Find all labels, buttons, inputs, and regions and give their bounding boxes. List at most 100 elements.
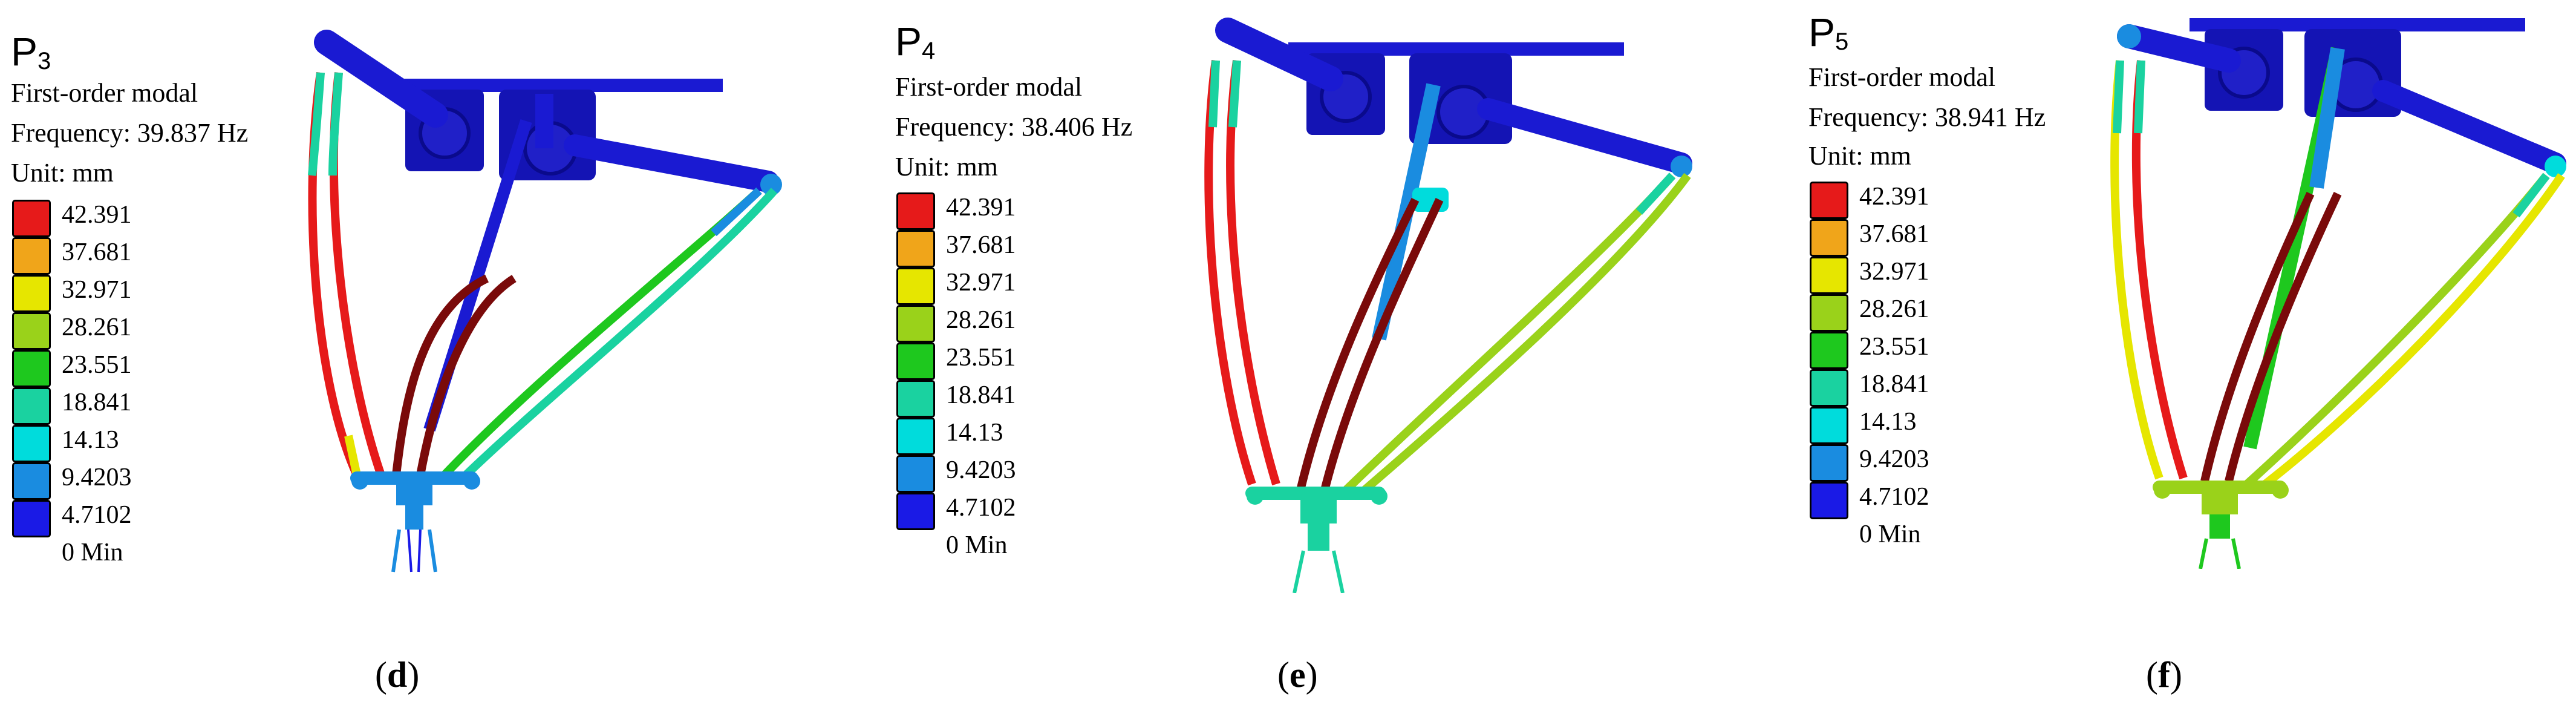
legend-value: 37.681 (946, 231, 1016, 259)
legend-value: 14.13 (946, 419, 1003, 447)
legend-value: 4.7102 (62, 501, 132, 529)
unit-label: Unit: mm (895, 152, 998, 182)
legend-swatch (12, 500, 51, 537)
mode-label: First-order modal (11, 78, 198, 108)
legend-row: 18.841 (12, 387, 254, 425)
panel-title: P3 (11, 31, 51, 81)
title-subscript: 5 (1835, 28, 1849, 55)
legend-value: 28.261 (1859, 295, 1929, 323)
legend-value: 28.261 (946, 306, 1016, 334)
legend-value: 42.391 (1859, 183, 1929, 211)
legend-swatch (12, 387, 51, 425)
legend-value: 9.4203 (62, 464, 132, 491)
legend-row: 14.13 (12, 425, 254, 462)
legend-value: 4.7102 (946, 494, 1016, 522)
legend-swatch (896, 230, 935, 267)
legend-row: 18.841 (896, 380, 1138, 418)
legend-row: 9.4203 (896, 455, 1138, 493)
panel-caption: (d) (375, 655, 420, 695)
legend-value: 37.681 (1859, 220, 1929, 248)
legend-swatch (896, 267, 935, 305)
title-subscript: 3 (37, 48, 51, 74)
legend-swatch (1810, 257, 1848, 294)
panel-caption: (e) (1277, 655, 1318, 695)
unit-label: Unit: mm (11, 158, 114, 188)
legend-value: 23.551 (1859, 333, 1929, 361)
legend-value: 9.4203 (946, 456, 1016, 484)
legend-row: 37.681 (12, 237, 254, 275)
legend-row: 4.7102 (12, 500, 254, 537)
legend-row: 28.261 (1810, 294, 2052, 332)
legend-row: 9.4203 (1810, 444, 2052, 482)
robot-mode-shape-image (308, 30, 782, 573)
legend-swatch (12, 275, 51, 312)
legend-swatch (896, 493, 935, 530)
legend-swatch (896, 380, 935, 418)
legend-swatch (1810, 294, 1848, 332)
panel-caption: (f) (2146, 655, 2182, 695)
legend-swatch (896, 192, 935, 230)
legend-row: 32.971 (1810, 257, 2052, 294)
legend-value: 0 Min (62, 539, 123, 566)
legend-row: 0 Min (1810, 519, 2052, 557)
legend-row: 32.971 (12, 275, 254, 312)
legend-swatch (896, 343, 935, 380)
legend-row: 0 Min (12, 537, 254, 575)
legend-row: 0 Min (896, 530, 1138, 568)
legend-swatch (1810, 332, 1848, 369)
legend-value: 42.391 (946, 194, 1016, 222)
legend-row: 42.391 (1810, 182, 2052, 219)
panel-d: P3 First-order modal Frequency: 39.837 H… (0, 0, 859, 722)
robot-mode-shape-image (2110, 18, 2566, 569)
legend-value: 32.971 (62, 276, 132, 304)
title-base: P (895, 19, 922, 64)
legend-value: 18.841 (946, 381, 1016, 409)
legend-value: 37.681 (62, 238, 132, 266)
legend-row: 42.391 (12, 200, 254, 237)
legend-row: 23.551 (12, 350, 254, 387)
frequency-label: Frequency: 38.941 Hz (1808, 102, 2046, 132)
legend-swatch (1810, 182, 1848, 219)
legend-row: 9.4203 (12, 462, 254, 500)
title-base: P (1808, 10, 1836, 54)
legend-swatch (12, 237, 51, 275)
legend-swatch (1810, 369, 1848, 407)
legend-row: 14.13 (896, 418, 1138, 455)
legend-value: 28.261 (62, 313, 132, 341)
legend-row: 23.551 (896, 343, 1138, 380)
legend-swatch (12, 350, 51, 387)
legend-value: 32.971 (946, 269, 1016, 297)
mode-label: First-order modal (895, 72, 1083, 102)
frequency-label: Frequency: 38.406 Hz (895, 112, 1133, 142)
legend-swatch (12, 312, 51, 350)
caption-letter: f (2157, 655, 2170, 695)
panel-title: P4 (895, 21, 935, 71)
legend-value: 42.391 (62, 201, 132, 229)
legend-value: 14.13 (62, 426, 119, 454)
title-base: P (11, 29, 38, 74)
legend-row: 37.681 (1810, 219, 2052, 257)
panel-title: P5 (1808, 12, 1848, 62)
legend-swatch (1810, 219, 1848, 257)
legend-value: 4.7102 (1859, 483, 1929, 511)
caption-letter: d (386, 655, 408, 695)
legend-row: 4.7102 (1810, 482, 2052, 519)
legend-value: 0 Min (1859, 520, 1921, 548)
legend-swatch (896, 305, 935, 343)
legend-row: 37.681 (896, 230, 1138, 267)
unit-label: Unit: mm (1808, 141, 1911, 171)
legend-value: 23.551 (946, 344, 1016, 372)
legend-swatch (896, 418, 935, 455)
legend-value: 18.841 (62, 389, 132, 416)
robot-mode-shape-image (1204, 18, 1692, 593)
legend-row: 4.7102 (896, 493, 1138, 530)
legend-row: 42.391 (896, 192, 1138, 230)
legend-row: 14.13 (1810, 407, 2052, 444)
mode-label: First-order modal (1808, 62, 1996, 92)
legend-row: 28.261 (896, 305, 1138, 343)
legend-swatch (1810, 407, 1848, 444)
legend-value: 23.551 (62, 351, 132, 379)
legend-value: 9.4203 (1859, 445, 1929, 473)
legend-row: 28.261 (12, 312, 254, 350)
legend-value: 32.971 (1859, 258, 1929, 286)
